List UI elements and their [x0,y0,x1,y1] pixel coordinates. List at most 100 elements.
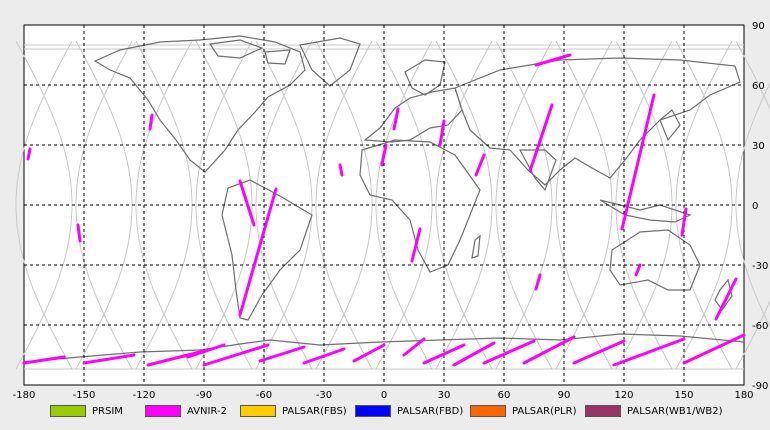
orbit-track [495,40,553,370]
footprint-strip [26,147,32,161]
footprint-strip [634,263,642,277]
y-tick-label: -30 [752,261,768,272]
footprint-strip [76,223,82,243]
coast-india [518,149,557,192]
y-tick-label: 0 [752,201,758,212]
footprint-strip [534,273,542,291]
footprint-strip [302,347,346,365]
coast-north-america [93,35,306,173]
footprint-strip [680,207,688,237]
orbit-track [15,40,73,370]
legend-item-palsar-plr: PALSAR(PLR) [470,404,576,418]
coast-arctic-islands [208,39,291,65]
legend-item-prsim: PRSIM [50,404,123,418]
legend-item-palsar-fbd: PALSAR(FBD) [355,404,463,418]
graticule [24,25,744,385]
coast-greenland [299,37,361,87]
footprint-strip [338,163,344,177]
coast-south-america [221,179,313,321]
y-axis-ticks: 90 60 30 0 -30 -60 -90 [752,21,768,392]
coast-new-zealand [714,278,733,312]
x-tick-label: -30 [316,390,332,400]
x-tick-label: -60 [256,390,272,400]
x-tick-label: 90 [558,390,571,400]
x-tick-label: -120 [133,390,156,400]
legend-label: PALSAR(PLR) [512,405,577,417]
footprint-strip [148,113,154,131]
coast-antarctica [23,333,745,363]
orbit-track [75,40,133,370]
y-tick-label: 90 [752,21,765,32]
legend-item-palsar-wb: PALSAR(WB1/WB2) [585,404,723,418]
legend-swatch [50,405,86,417]
x-tick-label: 30 [438,390,451,400]
x-tick-label: 150 [674,390,693,400]
x-tick-label: 120 [614,390,633,400]
coast-japan [659,109,681,142]
footprint-strip [482,339,536,365]
coast-africa [359,139,481,273]
footprint-strip [534,53,572,67]
x-tick-label: -180 [13,390,36,400]
footprint-strip [380,143,388,167]
x-tick-label: 60 [498,390,511,400]
orbit-track [675,40,733,370]
coast-australia [609,229,701,291]
avnir2-footprints [22,53,746,367]
footprint-strip [612,337,686,367]
legend-swatch [585,405,621,417]
footprint-strip [572,339,626,365]
orbit-track [555,40,613,370]
legend-item-palsar-fbs: PALSAR(FBS) [240,404,347,418]
x-tick-label: 0 [381,390,387,400]
footprint-strip [186,343,226,359]
legend-label: AVNIR-2 [187,405,227,417]
footprint-strip [528,103,554,173]
footprint-strip [474,153,486,177]
legend-swatch [240,405,276,417]
y-tick-label: 60 [752,81,765,92]
footprint-strip [714,277,738,321]
footprint-strip [452,341,496,367]
footprint-strip [682,333,746,365]
coast-madagascar [471,234,481,259]
coverage-map: -180 -150 -120 -90 -60 -30 0 30 60 90 120 150 180 90… [13,21,770,400]
legend-label: PALSAR(FBS) [282,405,347,417]
footprint-strip [522,335,576,365]
y-tick-label: -90 [752,381,768,392]
x-tick-label: -90 [196,390,212,400]
footprint-strip [352,343,386,363]
footprint-strip [22,355,66,365]
footprint-strip [202,343,270,367]
footprint-strip [402,337,426,357]
footprint-strip [238,179,256,227]
orbit-track [435,40,493,370]
legend-label: PALSAR(FBD) [397,405,464,417]
footprint-strip [422,343,466,365]
orbit-track [195,40,253,370]
coastlines [23,35,745,363]
footprint-strip [258,345,306,363]
footprint-strip [392,107,400,131]
legend-swatch [145,405,181,417]
orbit-track [315,40,373,370]
footprint-strip [238,187,278,317]
legend-label: PRSIM [92,405,123,417]
y-tick-label: -60 [752,321,768,332]
y-tick-label: 30 [752,141,765,152]
legend-label: PALSAR(WB1/WB2) [627,405,723,417]
footprint-strip [438,119,446,147]
legend-item-avnir2: AVNIR-2 [145,404,227,418]
x-tick-label: 180 [734,390,753,400]
footprint-strip [410,227,422,263]
orbit-track [735,82,770,328]
orbit-track [135,40,193,370]
orbit-track [375,40,433,370]
footprint-strip [82,353,136,365]
orbit-track [615,40,673,370]
coast-asia [454,57,741,186]
orbit-track [255,40,313,370]
x-tick-label: -150 [73,390,96,400]
legend-swatch [470,405,506,417]
legend-swatch [355,405,391,417]
